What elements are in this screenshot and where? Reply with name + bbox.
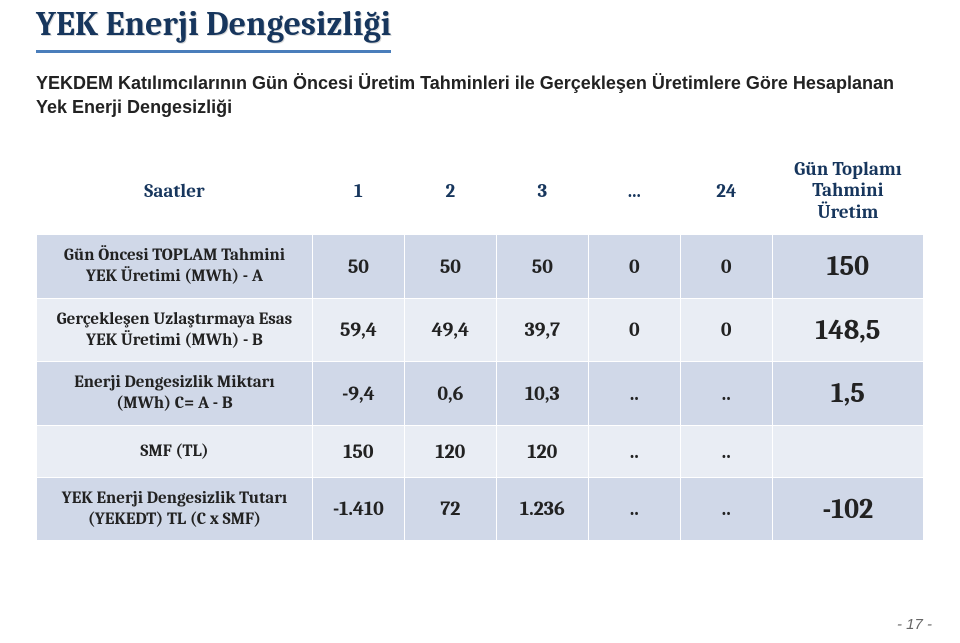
row-label: YEK Enerji Dengesizlik Tutarı (YEKEDT) T…: [37, 477, 313, 541]
row-label-l1: SMF (TL): [140, 442, 208, 461]
table-body: Gün Öncesi TOPLAM Tahmini YEK Üretimi (M…: [37, 235, 924, 541]
cell-total: 148,5: [772, 298, 923, 362]
cell: ..: [588, 362, 680, 426]
row-label-l2: (MWh) C= A - B: [116, 394, 232, 413]
cell: 49,4: [404, 298, 496, 362]
header-row-label: Saatler: [37, 148, 313, 235]
cell: 150: [312, 425, 404, 477]
cell: 50: [404, 235, 496, 299]
cell: ..: [680, 477, 772, 541]
row-label: Gün Öncesi TOPLAM Tahmini YEK Üretimi (M…: [37, 235, 313, 299]
cell: ..: [680, 362, 772, 426]
header-col-1: 1: [312, 148, 404, 235]
cell: 39,7: [496, 298, 588, 362]
cell: 120: [496, 425, 588, 477]
cell: 0: [588, 298, 680, 362]
row-label: Gerçekleşen Uzlaştırmaya Esas YEK Üretim…: [37, 298, 313, 362]
page-title: YEK Enerji Dengesizliği: [36, 4, 391, 53]
row-label-l1: Enerji Dengesizlik Miktarı: [74, 373, 274, 392]
header-col-2: 2: [404, 148, 496, 235]
table-row: Gün Öncesi TOPLAM Tahmini YEK Üretimi (M…: [37, 235, 924, 299]
cell: 72: [404, 477, 496, 541]
row-label-l1: Gün Öncesi TOPLAM Tahmini: [64, 246, 285, 265]
cell: 50: [312, 235, 404, 299]
cell: 0,6: [404, 362, 496, 426]
header-col-dots: ...: [588, 148, 680, 235]
slide-page: YEK Enerji Dengesizliği YEKDEM Katılımcı…: [0, 0, 960, 643]
row-label-l1: Gerçekleşen Uzlaştırmaya Esas: [57, 310, 293, 329]
cell-total: -102: [772, 477, 923, 541]
cell: ..: [680, 425, 772, 477]
cell: 0: [680, 235, 772, 299]
cell-total: [772, 425, 923, 477]
cell: -9,4: [312, 362, 404, 426]
table-row: Gerçekleşen Uzlaştırmaya Esas YEK Üretim…: [37, 298, 924, 362]
cell: 1.236: [496, 477, 588, 541]
cell: 59,4: [312, 298, 404, 362]
data-table: Saatler 1 2 3 ... 24 Gün Toplamı Tahmini…: [36, 148, 924, 542]
row-label-l1: YEK Enerji Dengesizlik Tutarı: [62, 489, 287, 508]
row-label-l2: YEK Üretimi (MWh) - A: [86, 267, 263, 286]
table-header: Saatler 1 2 3 ... 24 Gün Toplamı Tahmini…: [37, 148, 924, 235]
row-label: Enerji Dengesizlik Miktarı (MWh) C= A - …: [37, 362, 313, 426]
cell: ..: [588, 425, 680, 477]
table-row: SMF (TL) 150 120 120 .. ..: [37, 425, 924, 477]
cell: 120: [404, 425, 496, 477]
page-subtitle: YEKDEM Katılımcılarının Gün Öncesi Üreti…: [36, 71, 924, 120]
cell: 0: [680, 298, 772, 362]
cell: 0: [588, 235, 680, 299]
row-label: SMF (TL): [37, 425, 313, 477]
cell: 50: [496, 235, 588, 299]
cell-total: 150: [772, 235, 923, 299]
header-total-l2: Tahmini: [779, 180, 917, 202]
header-col-24: 24: [680, 148, 772, 235]
cell-total: 1,5: [772, 362, 923, 426]
header-col-total: Gün Toplamı Tahmini Üretim: [772, 148, 923, 235]
header-total-l3: Üretim: [779, 202, 917, 224]
header-total-l1: Gün Toplamı: [779, 159, 917, 181]
cell: 10,3: [496, 362, 588, 426]
title-wrap: YEK Enerji Dengesizliği: [36, 0, 924, 53]
header-col-3: 3: [496, 148, 588, 235]
row-label-l2: YEK Üretimi (MWh) - B: [86, 331, 263, 350]
table-row: Enerji Dengesizlik Miktarı (MWh) C= A - …: [37, 362, 924, 426]
cell: ..: [588, 477, 680, 541]
row-label-l2: (YEKEDT) TL (C x SMF): [88, 510, 261, 529]
table-row: YEK Enerji Dengesizlik Tutarı (YEKEDT) T…: [37, 477, 924, 541]
cell: -1.410: [312, 477, 404, 541]
page-number: - 17 -: [897, 616, 932, 633]
